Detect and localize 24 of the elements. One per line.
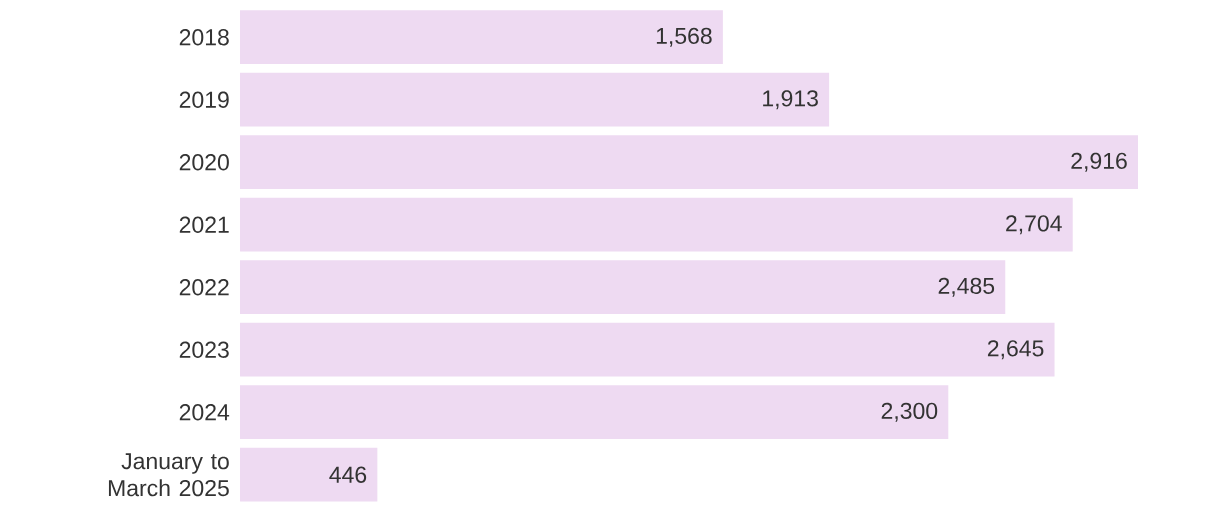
bar xyxy=(240,72,830,127)
bar xyxy=(240,197,1073,252)
y-tick-label: 2018 xyxy=(179,29,229,46)
y-tick-label: January to March 2025 xyxy=(108,453,229,497)
y-tick-label: 2023 xyxy=(179,341,229,358)
bar xyxy=(240,447,378,502)
bar xyxy=(240,10,723,65)
data-label: 2,300 xyxy=(881,402,938,422)
data-label: 1,913 xyxy=(763,90,818,110)
y-tick-label: 2021 xyxy=(179,216,229,233)
data-label: 1,568 xyxy=(656,27,712,47)
data-label: 446 xyxy=(329,466,367,483)
bar xyxy=(240,260,1006,315)
bar xyxy=(240,385,949,440)
bar xyxy=(240,322,1055,377)
data-label: 2,485 xyxy=(938,277,995,297)
data-label: 2,916 xyxy=(1071,152,1127,172)
y-tick-label: 2020 xyxy=(179,154,229,171)
data-label: 2,645 xyxy=(987,340,1044,360)
y-tick-label: 2022 xyxy=(179,279,229,296)
bar xyxy=(240,135,1138,190)
data-label: 2,704 xyxy=(1006,215,1062,235)
y-tick-label: 2024 xyxy=(179,404,230,421)
y-tick-label: 2019 xyxy=(179,91,229,108)
